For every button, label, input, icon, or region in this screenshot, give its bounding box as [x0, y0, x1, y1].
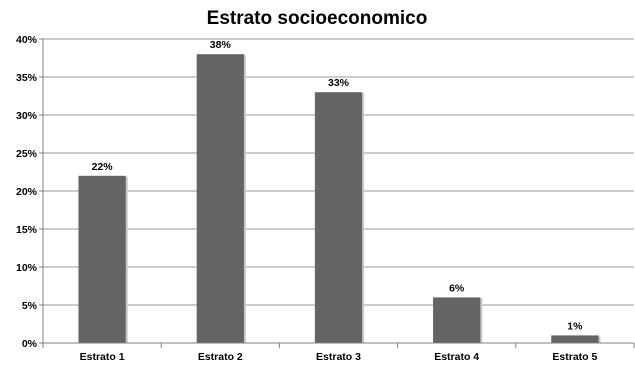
data-label: 22% [92, 161, 114, 173]
chart-title: Estrato socioeconomico [207, 8, 428, 29]
y-tick-label: 25% [16, 148, 38, 160]
x-tick-label: Estrato 4 [434, 351, 479, 363]
x-tick-label: Estrato 5 [552, 351, 597, 363]
bar-estrato-2 [196, 54, 244, 343]
y-tick-label: 0% [22, 338, 38, 350]
axes [39, 38, 635, 348]
bar-estrato-5 [551, 335, 599, 343]
x-tick-label: Estrato 2 [198, 351, 243, 363]
bar-estrato-4 [433, 297, 481, 343]
bar-estrato-1 [78, 175, 126, 343]
data-label: 6% [449, 282, 465, 294]
y-tick-label: 20% [16, 186, 38, 198]
data-label: 38% [210, 39, 232, 51]
y-tick-label: 5% [22, 300, 38, 312]
y-tick-label: 30% [16, 110, 38, 122]
bar-estrato-3 [314, 92, 363, 343]
y-tick-label: 10% [16, 262, 38, 274]
y-tick-label: 35% [16, 72, 38, 84]
bars [78, 54, 601, 343]
x-tick-label: Estrato 1 [80, 351, 125, 363]
y-tick-label: 15% [16, 224, 38, 236]
data-label: 1% [567, 320, 583, 332]
labels: 0% 5% 10% 15% 20% 25% 30% 35% 40% 22% Estrato 1 38%… [16, 34, 598, 363]
x-tick-label: Estrato 3 [316, 351, 361, 363]
y-tick-label: 40% [16, 34, 38, 46]
data-label: 33% [328, 77, 350, 89]
